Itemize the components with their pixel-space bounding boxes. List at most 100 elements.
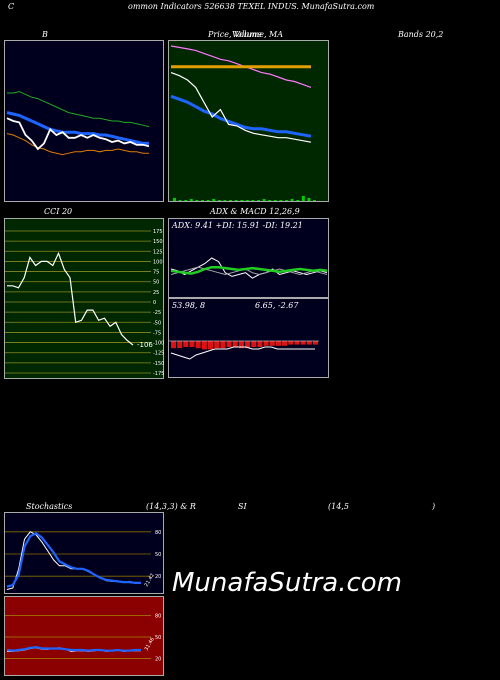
price-series-0: [170, 45, 312, 88]
adx-values: ADX: 9.41 +DI: 15.91 -DI: 19.21: [172, 221, 303, 230]
stoch-title: Stochastics: [26, 502, 73, 511]
macd-values-left: 53.98, 8: [172, 301, 206, 310]
rsi-tick-label: 80: [155, 613, 161, 619]
volume-bar: [290, 199, 294, 201]
cci-tick-label: -150: [153, 361, 164, 367]
cci-current-value: -106: [137, 341, 153, 349]
cci-tick-label: 125: [153, 249, 163, 255]
cci-panel: 175 150 125 100 75 50 25 0 -25 -50 -75 -100 -125 -150…: [4, 218, 164, 379]
volume-bar: [240, 200, 244, 201]
bollinger-chart: [6, 91, 150, 156]
macd-histogram-bar: [189, 341, 195, 347]
price-chart: [170, 45, 316, 201]
rsi-title: SI: [238, 502, 247, 511]
volume-bar: [223, 200, 227, 201]
macd-histogram-bar: [183, 341, 189, 347]
macd-histogram-bar: [220, 341, 226, 349]
macd-histogram-bar: [263, 341, 269, 346]
macd-histogram-bar: [288, 341, 294, 345]
volume-bar: [307, 198, 311, 201]
stoch-tick-label: 20: [155, 574, 161, 580]
volume-bar: [189, 199, 193, 201]
macd-histogram-bar: [226, 341, 232, 347]
volume-bar: [301, 196, 305, 201]
rsi-panel: 80 50 20 31.46: [4, 596, 164, 676]
macd-histogram-bar: [238, 341, 244, 349]
macd-histogram-bar: [269, 341, 275, 346]
macd-histogram-bar: [201, 341, 207, 350]
volume-bar: [285, 200, 288, 201]
bollinger-panel: [4, 40, 164, 202]
cci-tick-label: -175: [153, 371, 164, 377]
rsi-params: (14,5: [328, 502, 349, 511]
macd-histogram-bar: [282, 341, 288, 346]
volume-bar: [173, 198, 176, 201]
header-title: ommon Indicators 526638 TEXEL INDUS. Mun…: [128, 2, 375, 11]
macd-panel: 53.98, 8 6.65, -2.67: [168, 298, 329, 378]
cci-tick-label: -100: [153, 341, 164, 347]
macd-line: [170, 346, 315, 360]
macd-histogram-bar: [300, 341, 306, 345]
volume-bar: [296, 200, 300, 201]
price-panel: [168, 40, 329, 202]
rsi-current-value: 31.46: [144, 637, 156, 652]
volume-bar: [251, 200, 255, 201]
cci-tick-label: 25: [153, 290, 159, 296]
volume-bar: [212, 199, 216, 201]
adx-series-1: [170, 266, 328, 276]
macd-histogram-bar: [294, 341, 300, 345]
macd-histogram-bar: [195, 341, 201, 349]
adx-chart: [170, 257, 328, 279]
cci-tick-label: 75: [153, 270, 159, 276]
volume-bar: [195, 200, 199, 201]
cci-tick-label: -50: [153, 320, 161, 326]
rsi-series-1: [6, 645, 141, 652]
bollinger-series-0: [7, 91, 150, 128]
cci-tick-label: 50: [153, 280, 159, 286]
adx-series-2: [170, 265, 328, 275]
cci-tick-label: 0: [153, 300, 156, 306]
bands-title: Bands 20,2: [398, 30, 444, 39]
adx-macd-title: ADX & MACD 12,26,9: [210, 207, 300, 216]
volume-bar: [313, 200, 316, 201]
volume-bar: [262, 199, 266, 201]
rsi-paren: ): [432, 502, 436, 511]
cci-chart: 175 150 125 100 75 50 25 0 -25 -50 -75 -100 -125 -150…: [5, 229, 164, 377]
cci-tick-label: -25: [153, 310, 161, 316]
volume-bar: [245, 200, 249, 201]
volume-bar: [201, 200, 204, 201]
cci-tick-label: 175: [153, 229, 163, 235]
volume-bar: [257, 200, 260, 201]
rsi-tick-label: 20: [155, 657, 161, 663]
header-left: C: [8, 2, 15, 11]
cci-tick-label: -125: [153, 351, 164, 357]
bollinger-series-3: [6, 117, 150, 151]
rsi-tick-label: 50: [155, 635, 161, 641]
volume-bar: [178, 200, 182, 201]
price-title: Price, Volume, MA: [208, 30, 284, 39]
rsi-chart: 80 50 20 31.46: [5, 613, 161, 663]
volume-bar: [206, 200, 210, 201]
stoch-current-value: 21.42: [144, 573, 156, 588]
volume-bar: [268, 200, 272, 201]
bollinger-title: B: [42, 30, 48, 39]
bollinger-series-1: [6, 111, 149, 145]
stoch-series-1: [6, 532, 141, 588]
adx-panel: ADX: 9.41 +DI: 15.91 -DI: 19.21: [168, 218, 329, 298]
macd-histogram-bar: [276, 341, 281, 346]
volume-bar: [217, 200, 221, 201]
stoch-tick-label: 80: [155, 530, 161, 536]
macd-histogram-bar: [208, 341, 213, 350]
stoch-panel: 80 50 20 21.42: [4, 512, 164, 594]
macd-histogram-bar: [313, 341, 318, 345]
volume-bar: [184, 200, 188, 201]
macd-histogram-bar: [257, 341, 263, 347]
stoch-tick-label: 50: [155, 552, 161, 558]
macd-histogram-bar: [245, 341, 251, 349]
macd-histogram-bar: [171, 341, 176, 349]
cci-title: CCI 20: [44, 207, 73, 216]
cci-tick-label: 150: [153, 239, 163, 245]
macd-values-right: 6.65, -2.67: [255, 301, 299, 310]
macd-histogram-bar: [306, 341, 312, 345]
